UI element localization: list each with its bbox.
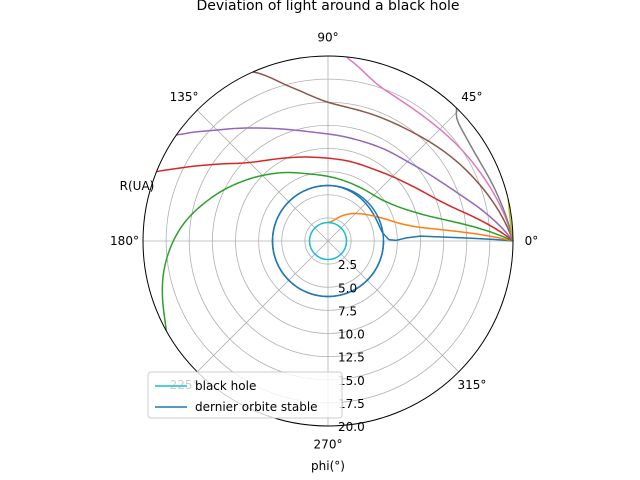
theta-tick-labels: 0°45°90°135°180°225°270°315° xyxy=(110,31,538,452)
theta-tick-label: 315° xyxy=(457,378,486,392)
last-stable-orbit-circle xyxy=(271,184,385,298)
radial-tick-labels: 2.5 5.0 7.5 10.0 12.5 15.0 17.5 20.0 xyxy=(338,258,365,434)
radial-tick-label: 7.5 xyxy=(338,304,357,318)
photon-trajectory-7 xyxy=(346,56,514,242)
photon-trajectory-2 xyxy=(327,212,514,242)
legend-label-last-stable-orbit: dernier orbite stable xyxy=(195,400,318,414)
theta-tick-label: 90° xyxy=(317,31,338,45)
radial-tick-label: 12.5 xyxy=(338,351,365,365)
radial-tick-label: 20.0 xyxy=(338,420,365,434)
photon-trajectory-4 xyxy=(156,156,514,242)
radial-tick-label: 5.0 xyxy=(338,281,357,295)
legend: black hole dernier orbite stable xyxy=(147,371,343,419)
theta-tick-label: 135° xyxy=(170,90,199,104)
angular-grid-line xyxy=(327,109,460,242)
legend-label-black-hole: black hole xyxy=(195,379,256,393)
radial-tick-label: 17.5 xyxy=(338,397,365,411)
radial-tick-label: 10.0 xyxy=(338,328,365,342)
angular-grid-line xyxy=(196,240,329,373)
photon-trajectory-3 xyxy=(161,171,514,331)
theta-tick-label: 0° xyxy=(525,234,539,248)
photon-trajectory-5 xyxy=(176,127,514,242)
polar-frame xyxy=(142,55,514,427)
theta-tick-label: 270° xyxy=(314,438,343,452)
theta-tick-label: 180° xyxy=(110,234,139,248)
reference-circles xyxy=(271,184,385,298)
photon-trajectory-8 xyxy=(455,107,514,242)
angular-grid-line xyxy=(327,240,460,373)
trajectory-lines xyxy=(156,56,514,331)
radial-tick-label: 2.5 xyxy=(338,258,357,272)
chart-title: Deviation of light around a black hole xyxy=(196,0,459,14)
photon-trajectory-6 xyxy=(252,71,514,242)
legend-frame xyxy=(147,371,343,419)
polar-grid xyxy=(143,56,513,426)
photon-trajectory-9 xyxy=(507,199,514,242)
black-hole-circle xyxy=(308,221,348,261)
theta-axis-label: phi(°) xyxy=(311,459,345,473)
theta-tick-label: 45° xyxy=(461,90,482,104)
radial-axis-label: R(UA) xyxy=(120,179,155,193)
radial-tick-label: 15.0 xyxy=(338,374,365,388)
